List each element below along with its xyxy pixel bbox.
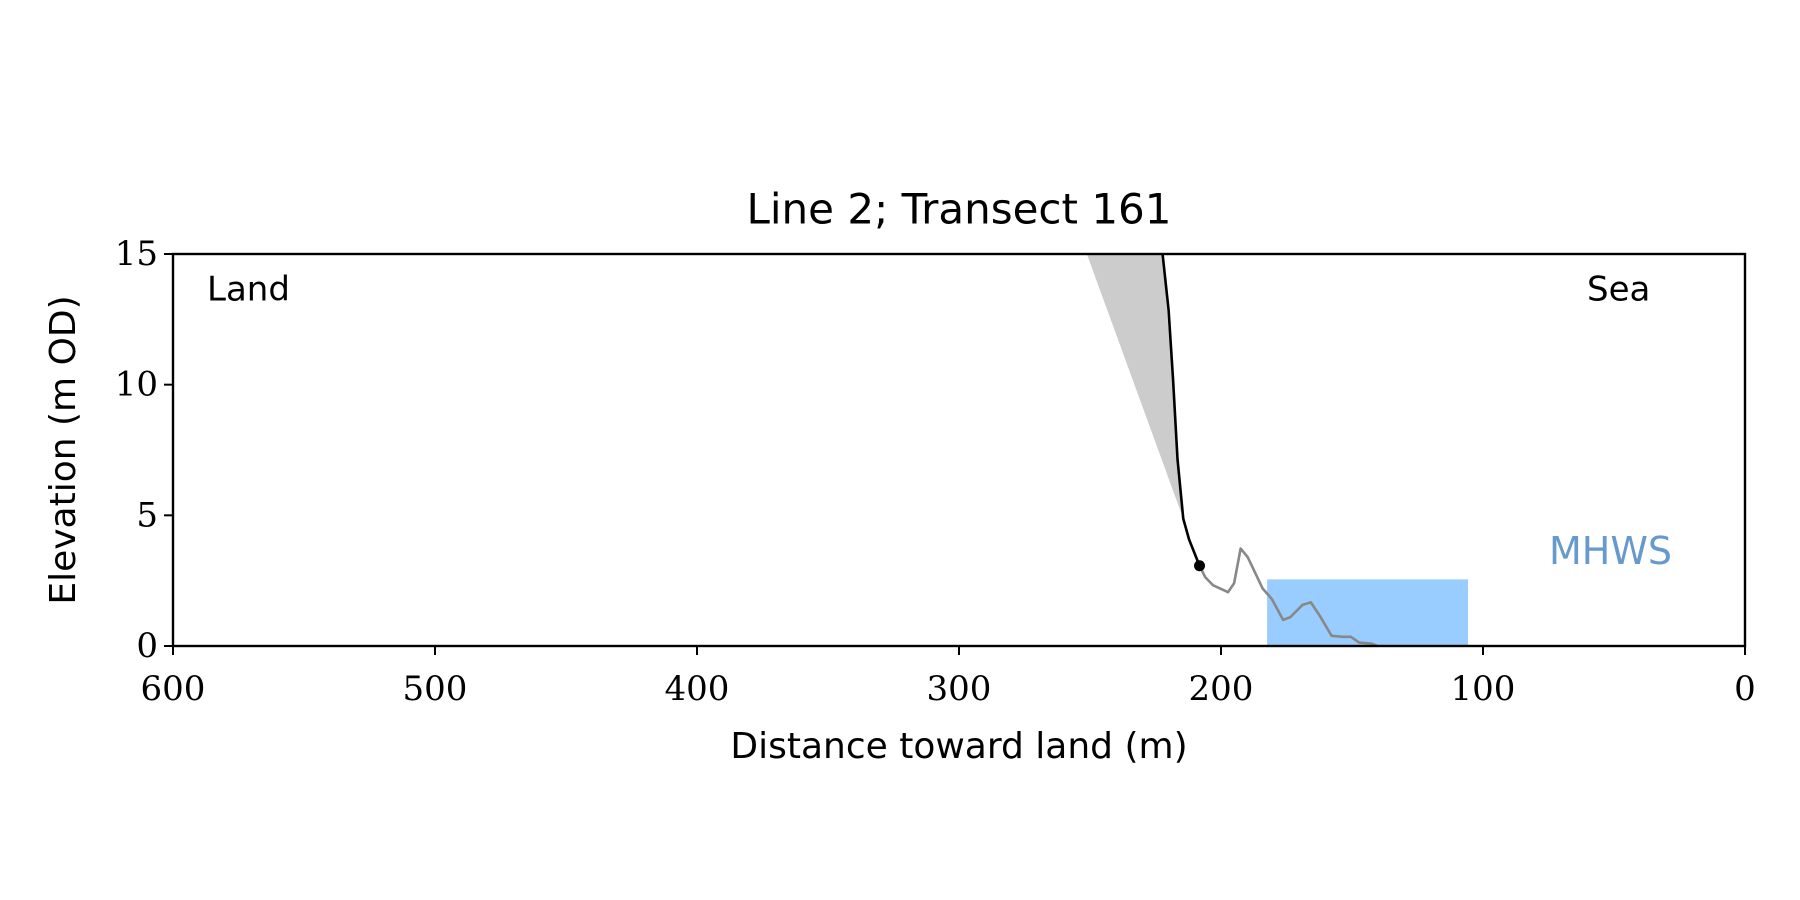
profile-line (1161, 253, 1201, 567)
chart-title: Line 2; Transect 161 (746, 185, 1171, 234)
x-tick-label: 400 (665, 669, 730, 709)
y-tick-label: 10 (115, 365, 158, 405)
fill-area (1267, 579, 1469, 646)
plot-frame (171, 252, 1747, 648)
fill-area (1086, 254, 1184, 519)
x-tick-label: 500 (403, 669, 468, 709)
x-tick-label: 100 (1451, 669, 1516, 709)
y-tick-label: 5 (136, 495, 158, 535)
annotation-land: Land (207, 270, 290, 310)
x-tick-label: 300 (927, 669, 992, 709)
profile-line (1198, 547, 1378, 648)
y-tick-label: 15 (115, 234, 158, 274)
x-tick-label: 200 (1189, 669, 1254, 709)
annotation-mhws: MHWS (1549, 529, 1672, 573)
point-marker (1194, 560, 1206, 572)
x-axis-label: Distance toward land (m) (730, 726, 1187, 767)
y-tick-label: 0 (136, 626, 158, 666)
x-tick-label: 0 (1734, 669, 1756, 709)
x-tick-label: 600 (141, 669, 206, 709)
y-axis-label: Elevation (m OD) (43, 295, 84, 604)
annotation-sea: Sea (1587, 270, 1650, 310)
